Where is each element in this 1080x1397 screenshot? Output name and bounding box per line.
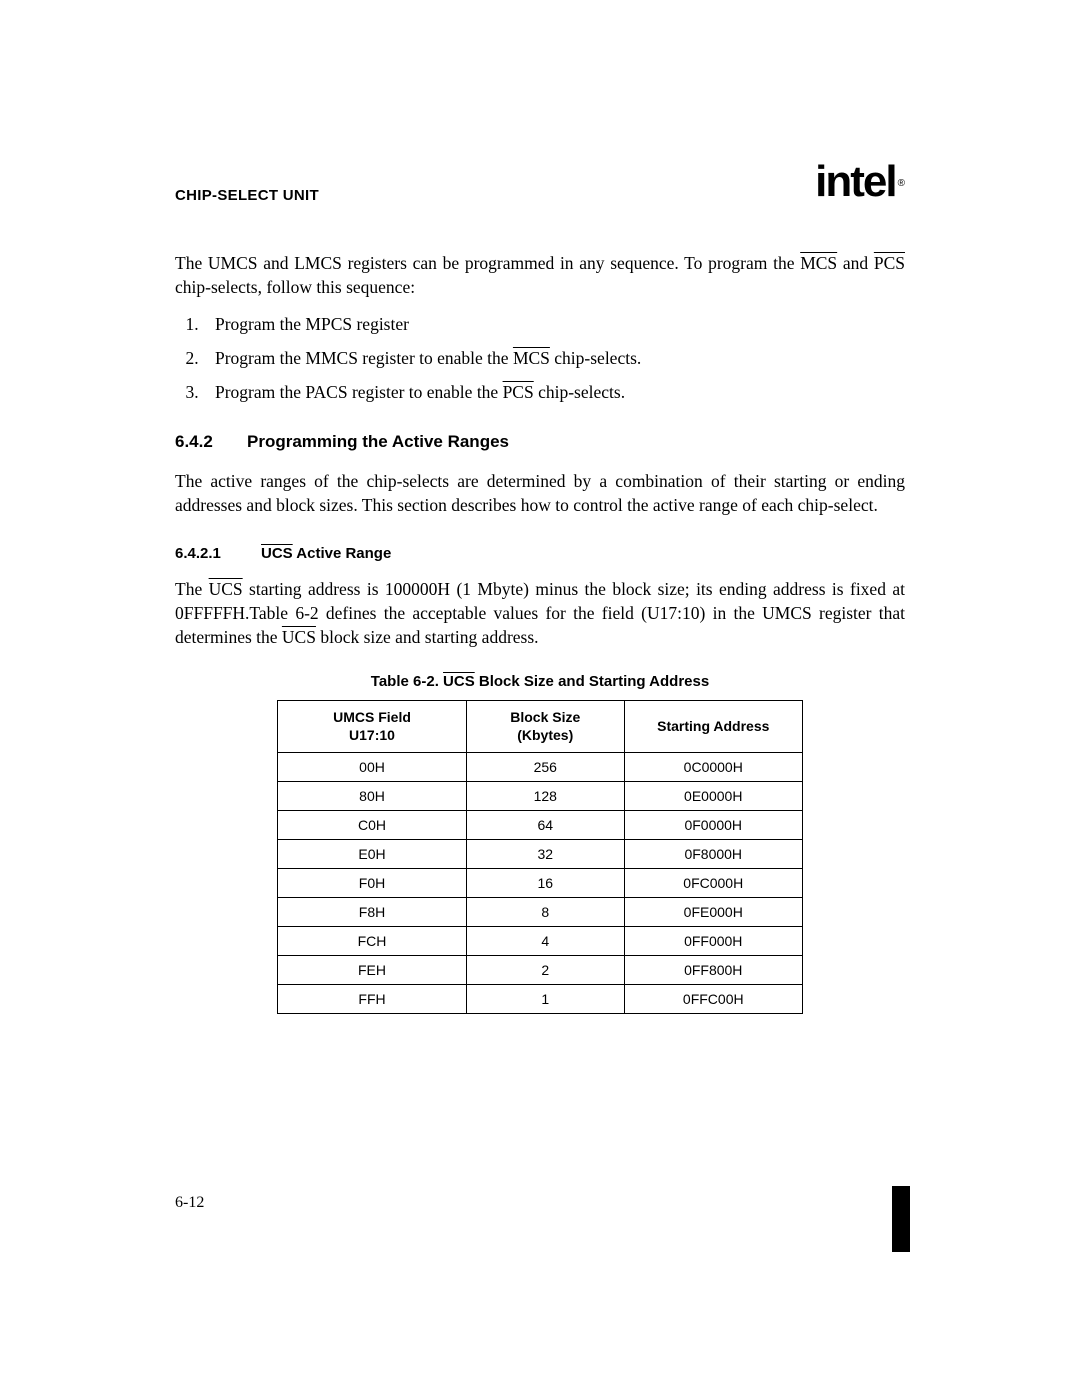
step-1: Program the MPCS register [203,313,905,337]
table-cell: 16 [467,868,625,897]
logo-text: intel [815,157,895,206]
table-row: E0H320F8000H [278,839,803,868]
page-header: CHIP-SELECT UNIT intel® [175,160,905,204]
table-cell: 0F0000H [624,810,803,839]
mcs-overline: MCS [800,253,837,273]
ucs-overline: UCS [261,545,293,562]
table-cell: 1 [467,984,625,1013]
section-number: 6.4.2 [175,432,247,452]
table-cell: FCH [278,926,467,955]
table-row: FCH40FF000H [278,926,803,955]
table-header-row: UMCS Field U17:10 Block Size (Kbytes) St… [278,701,803,752]
running-header-title: CHIP-SELECT UNIT [175,187,319,204]
table-cell: 0FC000H [624,868,803,897]
table-cell: 0FFC00H [624,984,803,1013]
table-row: 00H2560C0000H [278,752,803,781]
table-header-umcs: UMCS Field U17:10 [278,701,467,752]
subsection-heading: 6.4.2.1UCS Active Range [175,545,905,562]
sequence-list: Program the MPCS register Program the MM… [203,313,905,404]
table-row: F0H160FC000H [278,868,803,897]
corner-mark-icon [892,1186,910,1252]
table-cell: 32 [467,839,625,868]
table-cell: FEH [278,955,467,984]
table-caption: Table 6-2. UCS Block Size and Starting A… [175,673,905,690]
table-row: 80H1280E0000H [278,781,803,810]
table-header-starting-address: Starting Address [624,701,803,752]
table-cell: 8 [467,897,625,926]
table-row: C0H640F0000H [278,810,803,839]
logo-registered: ® [898,178,905,189]
table-cell: C0H [278,810,467,839]
page-number: 6-12 [175,1194,204,1212]
table-cell: E0H [278,839,467,868]
section-title: Programming the Active Ranges [247,432,509,451]
subsection-number: 6.4.2.1 [175,545,261,562]
table-cell: 00H [278,752,467,781]
pcs-overline: PCS [874,253,905,273]
table-cell: F0H [278,868,467,897]
section-heading: 6.4.2Programming the Active Ranges [175,432,905,452]
table-cell: 0F8000H [624,839,803,868]
page-content: CHIP-SELECT UNIT intel® The UMCS and LMC… [0,0,1080,1014]
table-cell: 0FF800H [624,955,803,984]
table-cell: FFH [278,984,467,1013]
table-body: 00H2560C0000H80H1280E0000HC0H640F0000HE0… [278,752,803,1013]
table-cell: 80H [278,781,467,810]
table-cell: 0C0000H [624,752,803,781]
table-cell: 0FF000H [624,926,803,955]
table-row: FFH10FFC00H [278,984,803,1013]
table-cell: 0E0000H [624,781,803,810]
table-cell: 256 [467,752,625,781]
table-cell: 128 [467,781,625,810]
table-row: FEH20FF800H [278,955,803,984]
ucs-table: UMCS Field U17:10 Block Size (Kbytes) St… [277,700,803,1013]
step-3: Program the PACS register to enable the … [203,381,905,405]
step-2: Program the MMCS register to enable the … [203,347,905,371]
intro-paragraph: The UMCS and LMCS registers can be progr… [175,252,905,299]
table-cell: 4 [467,926,625,955]
subsection-body: The UCS starting address is 100000H (1 M… [175,578,905,649]
section-body: The active ranges of the chip-selects ar… [175,470,905,517]
table-cell: F8H [278,897,467,926]
table-cell: 64 [467,810,625,839]
table-cell: 2 [467,955,625,984]
table-cell: 0FE000H [624,897,803,926]
table-header-block-size: Block Size (Kbytes) [467,701,625,752]
table-row: F8H80FE000H [278,897,803,926]
intel-logo: intel® [815,160,905,204]
